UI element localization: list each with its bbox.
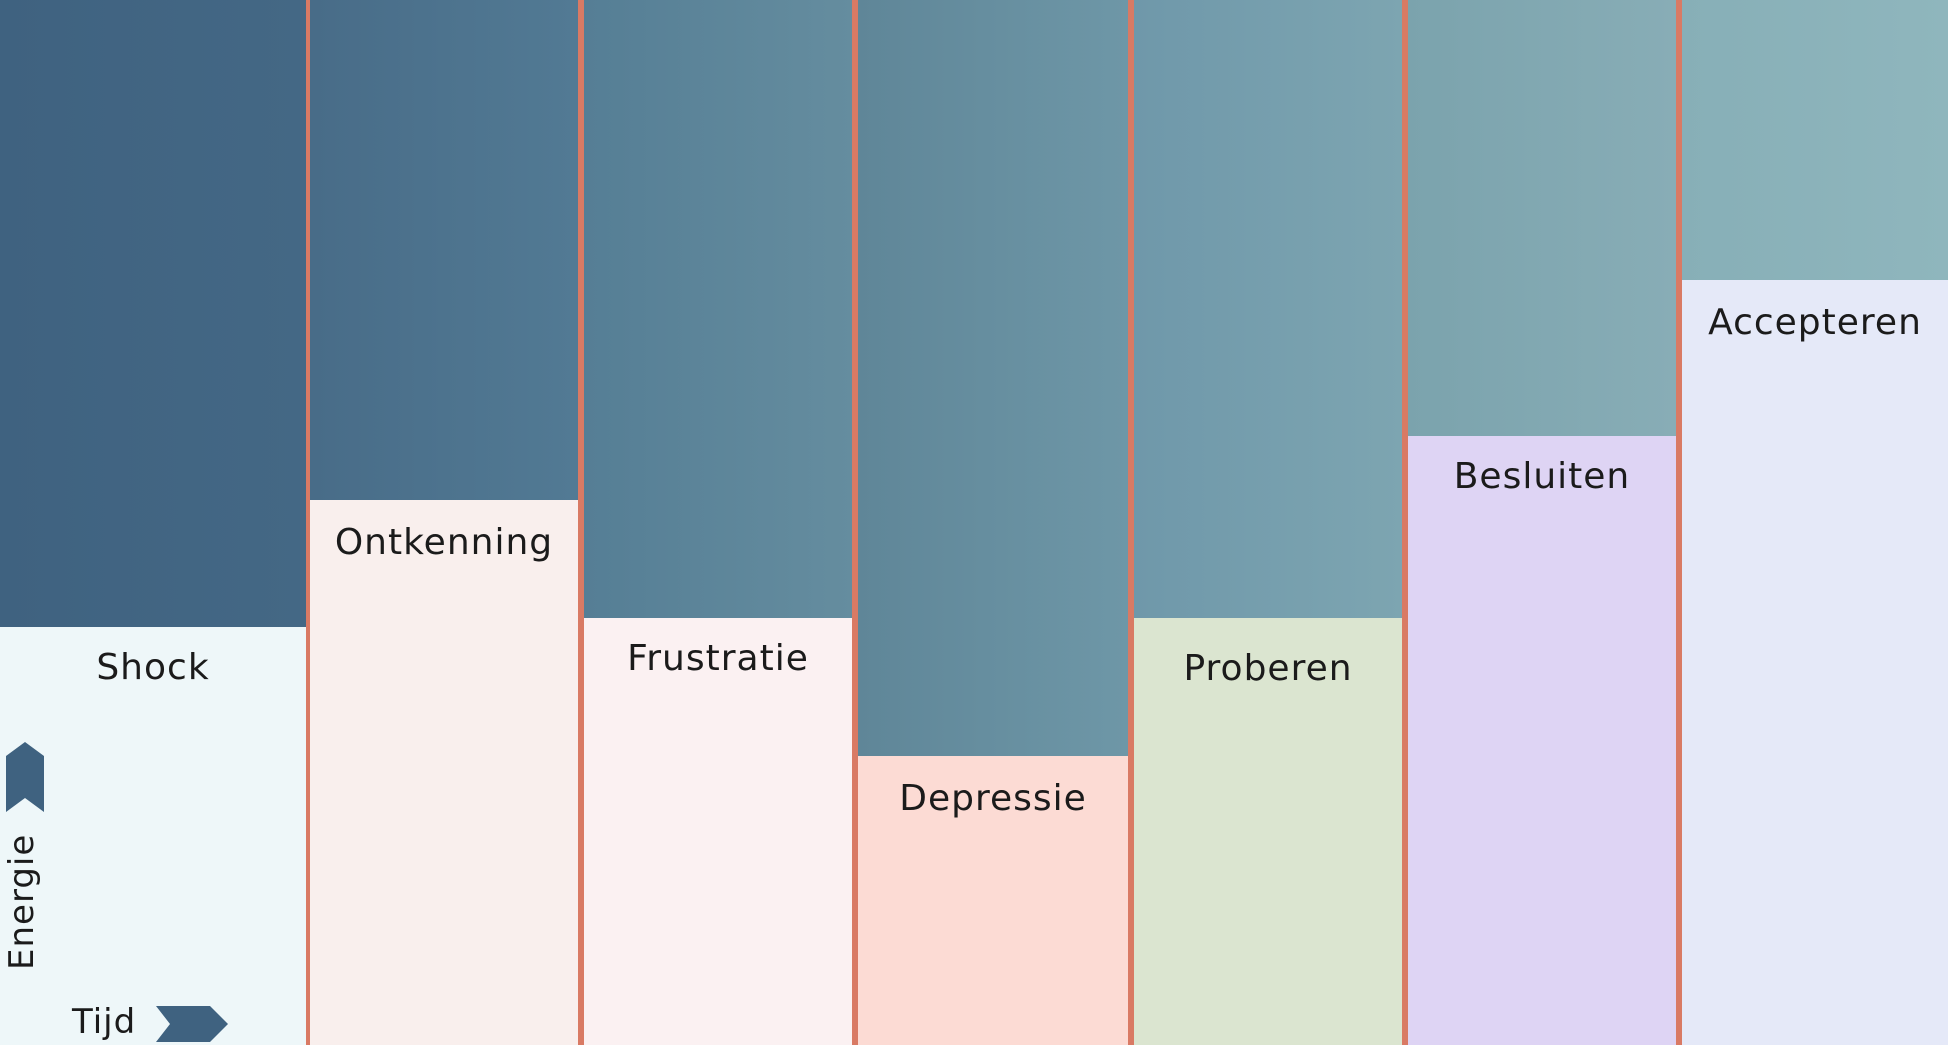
stage-panel [1134, 618, 1402, 1045]
stage-panel [858, 756, 1128, 1045]
stage-column-accepteren: Accepteren [1682, 0, 1948, 1045]
stage-column-ontkenning: Ontkenning [310, 0, 578, 1045]
stage-energy-block [858, 0, 1128, 756]
stage-label-proberen: Proberen [1183, 648, 1353, 689]
stage-column-besluiten: Besluiten [1408, 0, 1676, 1045]
stage-panel [1408, 436, 1676, 1045]
stage-label-accepteren: Accepteren [1708, 302, 1922, 343]
stage-column-proberen: Proberen [1134, 0, 1402, 1045]
stage-energy-block [584, 0, 852, 618]
stage-energy-block [0, 0, 306, 627]
stage-energy-block [1682, 0, 1948, 280]
energy-arrow-icon [6, 742, 44, 812]
energy-axis-label: Energie [2, 833, 42, 970]
stage-energy-block [1408, 0, 1676, 436]
stage-label-depressie: Depressie [899, 778, 1087, 819]
stage-column-depressie: Depressie [858, 0, 1128, 1045]
stage-panel [1682, 280, 1948, 1045]
stage-panel [310, 500, 578, 1045]
stage-column-frustratie: Frustratie [584, 0, 852, 1045]
stage-panel [0, 627, 306, 1045]
stage-label-ontkenning: Ontkenning [334, 522, 554, 563]
stage-panel [584, 618, 852, 1045]
stage-label-frustratie: Frustratie [627, 638, 809, 679]
stage-energy-block [1134, 0, 1402, 618]
stage-label-besluiten: Besluiten [1453, 456, 1631, 497]
stage-label-shock: Shock [96, 647, 210, 688]
stage-energy-block [310, 0, 578, 500]
time-axis-label: Tijd [72, 1002, 137, 1042]
time-arrow-icon [156, 1006, 228, 1042]
stage-column-shock: Shock [0, 0, 306, 1045]
